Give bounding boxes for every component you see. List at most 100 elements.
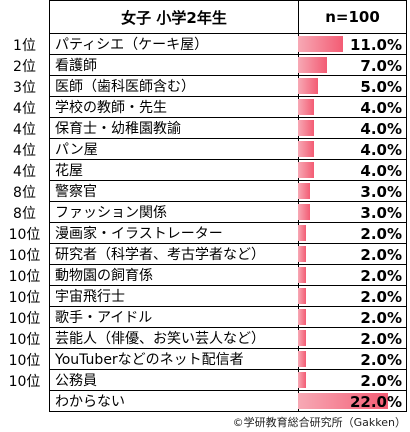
table-row: わからない 22.0% — [0, 391, 410, 412]
rank-label — [0, 391, 49, 412]
table-row: 10位 公務員 2.0% — [0, 370, 410, 391]
category-label: YouTuberなどのネット配信者 — [49, 349, 299, 370]
category-label: 保育士・幼稚園教諭 — [49, 118, 299, 139]
rank-label: 10位 — [8, 247, 41, 264]
value-label: 2.0% — [360, 266, 402, 285]
table-row: 4位 花屋 4.0% — [0, 160, 410, 181]
value-label: 7.0% — [360, 56, 402, 75]
value-label: 2.0% — [360, 245, 402, 264]
value-cell: 11.0% — [298, 34, 407, 55]
category-label: 看護師 — [49, 55, 299, 76]
header-value: n=100 — [298, 0, 407, 34]
value-label: 11.0% — [349, 35, 402, 54]
value-cell: 2.0% — [298, 370, 407, 391]
table-row: 3位 医師（歯科医師含む） 5.0% — [0, 76, 410, 97]
value-label: 22.0% — [349, 392, 402, 411]
value-bar — [298, 204, 310, 220]
value-cell: 2.0% — [298, 286, 407, 307]
value-bar — [298, 120, 314, 136]
category-label: 宇宙飛行士 — [49, 286, 299, 307]
table-row: 2位 看護師 7.0% — [0, 55, 410, 76]
rank-label: 4位 — [13, 100, 36, 117]
value-bar — [298, 36, 343, 52]
table-row: 10位 動物園の飼育係 2.0% — [0, 265, 410, 286]
rank-label: 4位 — [13, 163, 36, 180]
value-label: 4.0% — [360, 140, 402, 159]
value-label: 2.0% — [360, 224, 402, 243]
value-cell: 3.0% — [298, 181, 407, 202]
value-label: 4.0% — [360, 119, 402, 138]
category-label: 医師（歯科医師含む） — [49, 76, 299, 97]
table-row: 10位 歌手・アイドル 2.0% — [0, 307, 410, 328]
value-label: 2.0% — [360, 287, 402, 306]
value-cell: 4.0% — [298, 160, 407, 181]
value-cell: 2.0% — [298, 244, 407, 265]
rank-label: 8位 — [13, 184, 36, 201]
table-row: 10位 研究者（科学者、考古学者など） 2.0% — [0, 244, 410, 265]
value-cell: 4.0% — [298, 97, 407, 118]
value-bar — [298, 162, 314, 178]
rank-label: 10位 — [8, 352, 41, 369]
value-bar — [298, 372, 306, 388]
rank-label: 3位 — [13, 79, 36, 96]
value-bar — [298, 351, 306, 367]
value-cell: 4.0% — [298, 139, 407, 160]
table-row: 4位 学校の教師・先生 4.0% — [0, 97, 410, 118]
table-row: 8位 ファッション関係 3.0% — [0, 202, 410, 223]
rank-label: 2位 — [13, 58, 36, 75]
category-label: 公務員 — [49, 370, 299, 391]
category-label: ファッション関係 — [49, 202, 299, 223]
table-row: 4位 保育士・幼稚園教諭 4.0% — [0, 118, 410, 139]
value-cell: 2.0% — [298, 307, 407, 328]
rank-label: 4位 — [13, 142, 36, 159]
value-bar — [298, 309, 306, 325]
category-label: 研究者（科学者、考古学者など） — [49, 244, 299, 265]
value-label: 5.0% — [360, 77, 402, 96]
value-bar — [298, 225, 306, 241]
value-cell: 7.0% — [298, 55, 407, 76]
value-bar — [298, 330, 306, 346]
value-label: 4.0% — [360, 161, 402, 180]
category-label: 花屋 — [49, 160, 299, 181]
value-bar — [298, 141, 314, 157]
value-bar — [298, 246, 306, 262]
rank-label: 8位 — [13, 205, 36, 222]
value-label: 2.0% — [360, 371, 402, 390]
category-label: 学校の教師・先生 — [49, 97, 299, 118]
value-cell: 2.0% — [298, 328, 407, 349]
value-bar — [298, 393, 388, 409]
rank-label: 10位 — [8, 310, 41, 327]
rank-label: 10位 — [8, 373, 41, 390]
table-row: 8位 警察官 3.0% — [0, 181, 410, 202]
table-row: 10位 宇宙飛行士 2.0% — [0, 286, 410, 307]
value-label: 3.0% — [360, 182, 402, 201]
rank-label: 4位 — [13, 121, 36, 138]
value-cell: 22.0% — [298, 391, 407, 412]
category-label: パティシエ（ケーキ屋） — [49, 34, 299, 55]
value-cell: 3.0% — [298, 202, 407, 223]
value-label: 2.0% — [360, 350, 402, 369]
source-credit: ©学研教育総合研究所（Gakken） — [232, 416, 406, 429]
value-cell: 4.0% — [298, 118, 407, 139]
rank-label: 1位 — [13, 37, 36, 54]
value-label: 2.0% — [360, 308, 402, 327]
value-bar — [298, 288, 306, 304]
value-cell: 5.0% — [298, 76, 407, 97]
value-label: 2.0% — [360, 329, 402, 348]
category-label: 漫画家・イラストレーター — [49, 223, 299, 244]
category-label: パン屋 — [49, 139, 299, 160]
table-row: 10位 YouTuberなどのネット配信者 2.0% — [0, 349, 410, 370]
header-category: 女子 小学2年生 — [49, 0, 299, 34]
category-label: 芸能人（俳優、お笑い芸人など） — [49, 328, 299, 349]
table-row: 4位 パン屋 4.0% — [0, 139, 410, 160]
rank-label: 10位 — [8, 289, 41, 306]
rank-label: 10位 — [8, 226, 41, 243]
value-bar — [298, 78, 318, 94]
table-row: 10位 漫画家・イラストレーター 2.0% — [0, 223, 410, 244]
value-bar — [298, 267, 306, 283]
category-label: 歌手・アイドル — [49, 307, 299, 328]
value-bar — [298, 183, 310, 199]
category-label: 動物園の飼育係 — [49, 265, 299, 286]
rank-label: 10位 — [8, 268, 41, 285]
value-cell: 2.0% — [298, 349, 407, 370]
